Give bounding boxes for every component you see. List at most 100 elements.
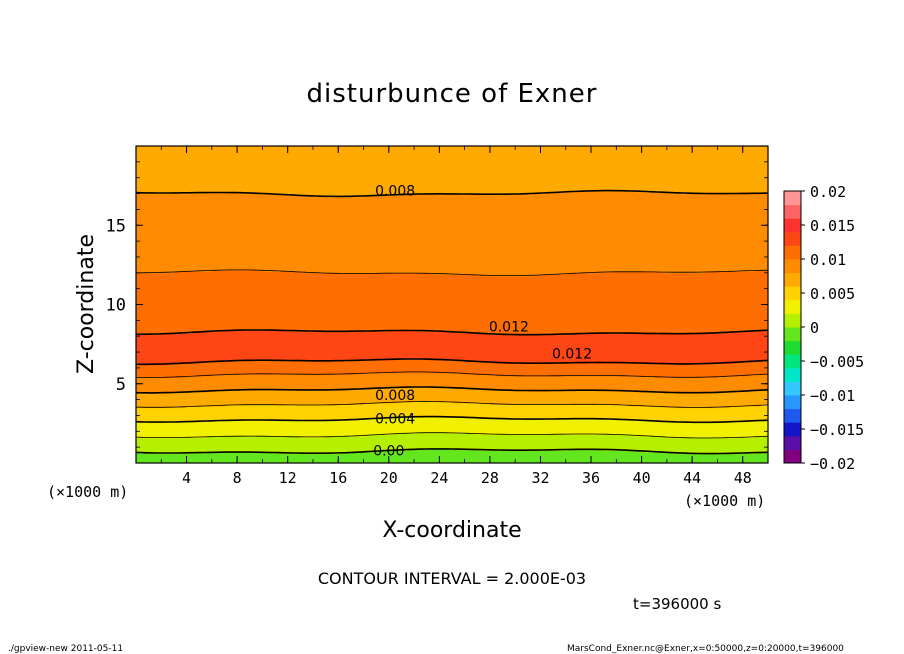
field-cell — [192, 445, 200, 448]
field-cell — [458, 434, 466, 437]
field-cell — [281, 456, 289, 459]
field-cell — [439, 410, 447, 413]
field-cell — [350, 461, 358, 463]
field-cell — [685, 459, 693, 463]
field-cell — [281, 436, 289, 439]
field-cell — [433, 458, 440, 461]
field-cell — [534, 393, 542, 396]
field-cell — [275, 439, 282, 442]
field-cell — [553, 391, 561, 394]
field-cell — [369, 412, 377, 415]
field-cell — [673, 439, 681, 442]
field-cell — [635, 439, 643, 442]
field-cell — [439, 445, 447, 448]
field-cell — [527, 409, 535, 412]
field-cell — [628, 429, 636, 432]
field-cell — [218, 410, 226, 413]
field-cell — [237, 398, 245, 401]
field-cell — [654, 409, 662, 412]
field-cell — [445, 409, 453, 412]
field-cell — [414, 451, 421, 455]
field-cell — [262, 410, 270, 413]
field-cell — [211, 429, 219, 432]
field-cell — [578, 415, 586, 418]
field-cell — [275, 443, 282, 447]
field-cell — [534, 401, 542, 404]
field-cell — [597, 402, 605, 405]
field-cell — [597, 398, 605, 401]
field-cell — [527, 413, 535, 417]
field-cell — [445, 443, 453, 447]
field-cell — [628, 413, 636, 417]
field-cell — [230, 432, 238, 436]
field-cell — [433, 423, 440, 426]
field-cell — [281, 413, 289, 417]
field-cell — [698, 426, 706, 429]
field-cell — [470, 437, 478, 440]
field-cell — [369, 421, 377, 424]
field-cell — [230, 410, 238, 413]
field-cell — [154, 448, 162, 451]
field-cell — [161, 429, 169, 432]
field-cell — [363, 423, 371, 426]
field-cell — [603, 456, 611, 459]
field-cell — [142, 412, 150, 415]
field-cell — [224, 447, 232, 450]
field-cell — [477, 424, 485, 428]
field-cell — [572, 394, 579, 398]
field-cell — [180, 393, 188, 396]
field-cell — [331, 429, 339, 432]
field-cell — [445, 450, 453, 453]
field-cell — [660, 417, 668, 420]
field-cell — [230, 407, 238, 410]
field-cell — [211, 428, 219, 431]
field-cell — [433, 439, 440, 442]
field-cell — [237, 426, 245, 429]
field-cell — [433, 394, 440, 398]
field-cell — [154, 423, 162, 426]
field-cell — [736, 405, 744, 409]
field-cell — [673, 424, 681, 428]
field-cell — [369, 393, 377, 396]
field-cell — [173, 443, 181, 447]
field-cell — [211, 434, 219, 437]
field-cell — [243, 458, 251, 461]
field-cell — [591, 415, 598, 418]
field-cell — [692, 426, 700, 429]
field-cell — [312, 399, 320, 402]
field-cell — [647, 393, 655, 396]
field-cell — [325, 456, 333, 459]
field-cell — [224, 434, 232, 437]
field-cell — [407, 440, 415, 443]
field-cell — [192, 405, 200, 409]
field-cell — [268, 447, 276, 450]
field-cell — [515, 436, 523, 439]
field-cell — [369, 456, 377, 459]
field-cell — [180, 421, 188, 424]
field-cell — [591, 412, 598, 415]
field-cell — [331, 443, 339, 447]
field-cell — [489, 394, 497, 398]
field-cell — [572, 398, 579, 401]
field-cell — [723, 461, 731, 463]
field-cell — [622, 391, 630, 394]
field-cell — [565, 456, 573, 459]
field-cell — [591, 437, 598, 440]
field-cell — [268, 432, 276, 436]
field-cell — [723, 436, 731, 439]
field-cell — [154, 443, 162, 447]
field-cell — [180, 442, 188, 445]
field-cell — [357, 421, 365, 424]
field-cell — [388, 409, 396, 412]
field-cell — [698, 401, 706, 404]
field-cell — [559, 456, 567, 459]
field-cell — [262, 423, 270, 426]
field-cell — [559, 429, 567, 432]
field-cell — [679, 440, 687, 443]
field-cell — [597, 434, 605, 437]
field-cell — [369, 437, 377, 440]
field-cell — [692, 442, 700, 445]
field-cell — [489, 398, 497, 401]
field-cell — [704, 413, 712, 417]
field-cell — [331, 442, 339, 445]
